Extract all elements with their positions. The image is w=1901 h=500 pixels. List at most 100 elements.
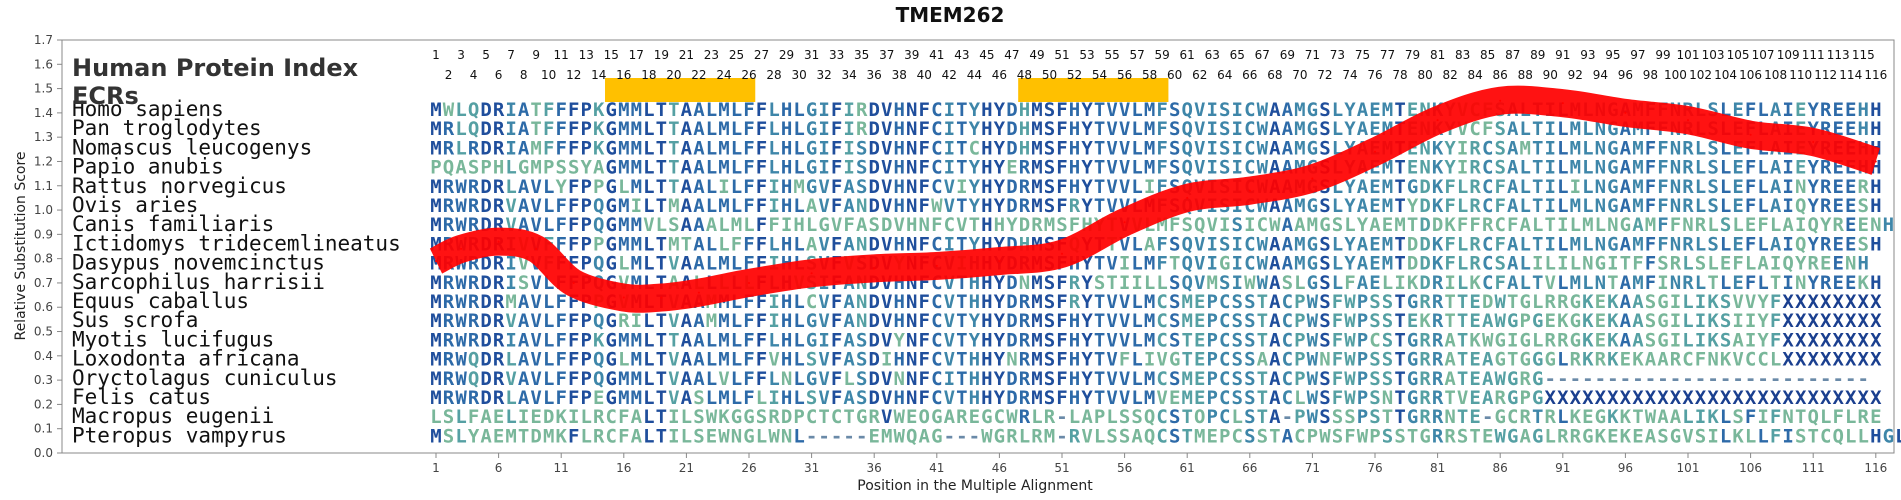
alignment-residue: T [1632, 406, 1643, 428]
alignment-residue: V [1194, 137, 1205, 159]
x-tick-label: 6 [495, 461, 503, 475]
alignment-residue: H [981, 176, 992, 198]
alignment-residue: V [881, 272, 892, 294]
alignment-residue: I [1119, 253, 1130, 275]
alignment-residue: S [756, 406, 767, 428]
position-number: 51 [1054, 48, 1069, 62]
alignment-residue: M [718, 253, 729, 275]
alignment-residue: L [643, 310, 654, 332]
alignment-residue: F [831, 387, 842, 409]
alignment-residue: M [706, 310, 717, 332]
alignment-residue: X [1833, 349, 1845, 371]
alignment-residue: E [493, 425, 504, 447]
alignment-residue: Y [1757, 291, 1769, 313]
alignment-residue: Y [1807, 99, 1819, 121]
alignment-residue: V [1106, 99, 1117, 121]
alignment-residue: E [1469, 310, 1480, 332]
alignment-residue: M [1632, 272, 1643, 294]
alignment-residue: A [480, 406, 492, 428]
alignment-residue: X [1582, 387, 1594, 409]
alignment-residue: X [1782, 310, 1794, 332]
series-point [535, 247, 538, 250]
alignment-residue: A [1269, 406, 1281, 428]
alignment-residue: T [1257, 406, 1268, 428]
alignment-residue: R [1820, 176, 1832, 198]
alignment-residue: L [1695, 233, 1706, 255]
alignment-residue: M [430, 137, 441, 159]
alignment-residue: T [1094, 118, 1105, 140]
alignment-residue: C [1682, 349, 1693, 371]
alignment-residue: M [430, 329, 441, 351]
alignment-residue: G [806, 118, 817, 140]
alignment-residue: N [1682, 214, 1693, 236]
alignment-residue: - [1056, 425, 1067, 447]
alignment-residue: - [843, 425, 854, 447]
alignment-residue: V [894, 214, 905, 236]
alignment-residue: R [443, 329, 455, 351]
alignment-residue: S [1169, 310, 1180, 332]
alignment-residue: G [806, 368, 817, 390]
alignment-residue: V [1106, 137, 1117, 159]
alignment-residue: N [1595, 118, 1606, 140]
alignment-residue: E [1595, 310, 1606, 332]
alignment-residue: Y [1081, 272, 1093, 294]
alignment-residue: I [944, 137, 955, 159]
alignment-residue: S [1695, 253, 1706, 275]
alignment-residue: L [1520, 272, 1531, 294]
position-number: 29 [779, 48, 794, 62]
alignment-residue: F [468, 406, 479, 428]
alignment-residue: A [693, 157, 705, 179]
alignment-residue: R [493, 253, 505, 275]
alignment-residue: R [1682, 137, 1694, 159]
alignment-residue: W [455, 310, 467, 332]
alignment-residue: L [793, 425, 804, 447]
alignment-residue: - [944, 425, 955, 447]
alignment-residue: K [1595, 425, 1607, 447]
alignment-residue: A [1269, 99, 1281, 121]
alignment-residue: G [1419, 425, 1430, 447]
alignment-residue: F [919, 233, 930, 255]
alignment-residue: E [1407, 157, 1418, 179]
alignment-residue: A [1357, 195, 1369, 217]
alignment-residue: D [868, 387, 879, 409]
position-number: 38 [892, 68, 907, 82]
position-number: 39 [904, 48, 919, 62]
alignment-residue: A [1770, 157, 1782, 179]
alignment-residue: R [1069, 291, 1081, 313]
alignment-residue: M [631, 349, 642, 371]
alignment-residue: T [1257, 310, 1268, 332]
alignment-residue: K [718, 406, 730, 428]
x-tick-label: 61 [1180, 461, 1195, 475]
alignment-residue: H [969, 291, 980, 313]
alignment-residue: P [581, 329, 592, 351]
alignment-residue: L [543, 310, 554, 332]
alignment-residue: L [793, 157, 804, 179]
alignment-residue: E [1795, 157, 1806, 179]
alignment-residue: M [1156, 214, 1167, 236]
alignment-residue: F [756, 349, 767, 371]
alignment-residue: H [781, 137, 792, 159]
alignment-residue: S [1044, 118, 1055, 140]
alignment-residue: P [581, 349, 592, 371]
alignment-residue: L [793, 329, 804, 351]
alignment-residue: D [1006, 329, 1017, 351]
alignment-residue: V [768, 349, 779, 371]
alignment-residue: L [1845, 406, 1856, 428]
alignment-residue: N [906, 118, 917, 140]
alignment-residue: E [1833, 118, 1844, 140]
x-tick-label: 16 [616, 461, 631, 475]
position-number: 89 [1530, 48, 1545, 62]
alignment-residue: T [656, 157, 667, 179]
alignment-residue: E [1194, 368, 1205, 390]
alignment-residue: L [1720, 137, 1731, 159]
series-point [1374, 150, 1376, 153]
alignment-residue: G [1307, 253, 1318, 275]
alignment-residue: I [944, 118, 955, 140]
alignment-residue: R [443, 118, 455, 140]
alignment-residue: A [1507, 253, 1519, 275]
alignment-residue: M [1570, 272, 1581, 294]
alignment-residue: R [956, 406, 968, 428]
alignment-residue: F [743, 176, 754, 198]
alignment-residue: R [493, 272, 505, 294]
alignment-residue: E [1845, 176, 1856, 198]
